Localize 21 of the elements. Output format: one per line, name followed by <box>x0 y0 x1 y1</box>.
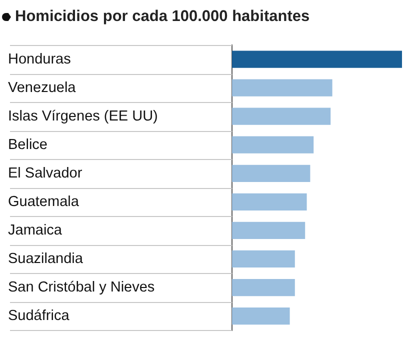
bar <box>232 307 290 325</box>
bar <box>232 50 402 68</box>
y-tick-label: Islas Vírgenes (EE UU) <box>8 108 158 124</box>
y-tick-label: El Salvador <box>8 165 82 182</box>
y-tick-label: Suazilandia <box>8 250 84 267</box>
y-tick-label: Sudáfrica <box>8 308 70 324</box>
y-tick-label: Jamaica <box>8 222 63 238</box>
y-tick-label: Guatemala <box>8 194 80 210</box>
y-tick-label: Honduras <box>8 51 71 68</box>
y-tick-label: San Cristóbal y Nieves <box>8 280 155 296</box>
y-tick-label: Belice <box>8 136 48 153</box>
bar <box>232 222 306 240</box>
bar <box>232 193 307 210</box>
chart-title: Homicidios por cada 100.000 habitantes <box>15 8 310 26</box>
bar <box>232 108 331 125</box>
bar <box>232 278 295 296</box>
y-tick-label: Venezuela <box>8 80 77 96</box>
bar <box>232 79 332 96</box>
bar <box>232 250 295 268</box>
bar <box>232 164 310 182</box>
bar <box>232 136 314 154</box>
